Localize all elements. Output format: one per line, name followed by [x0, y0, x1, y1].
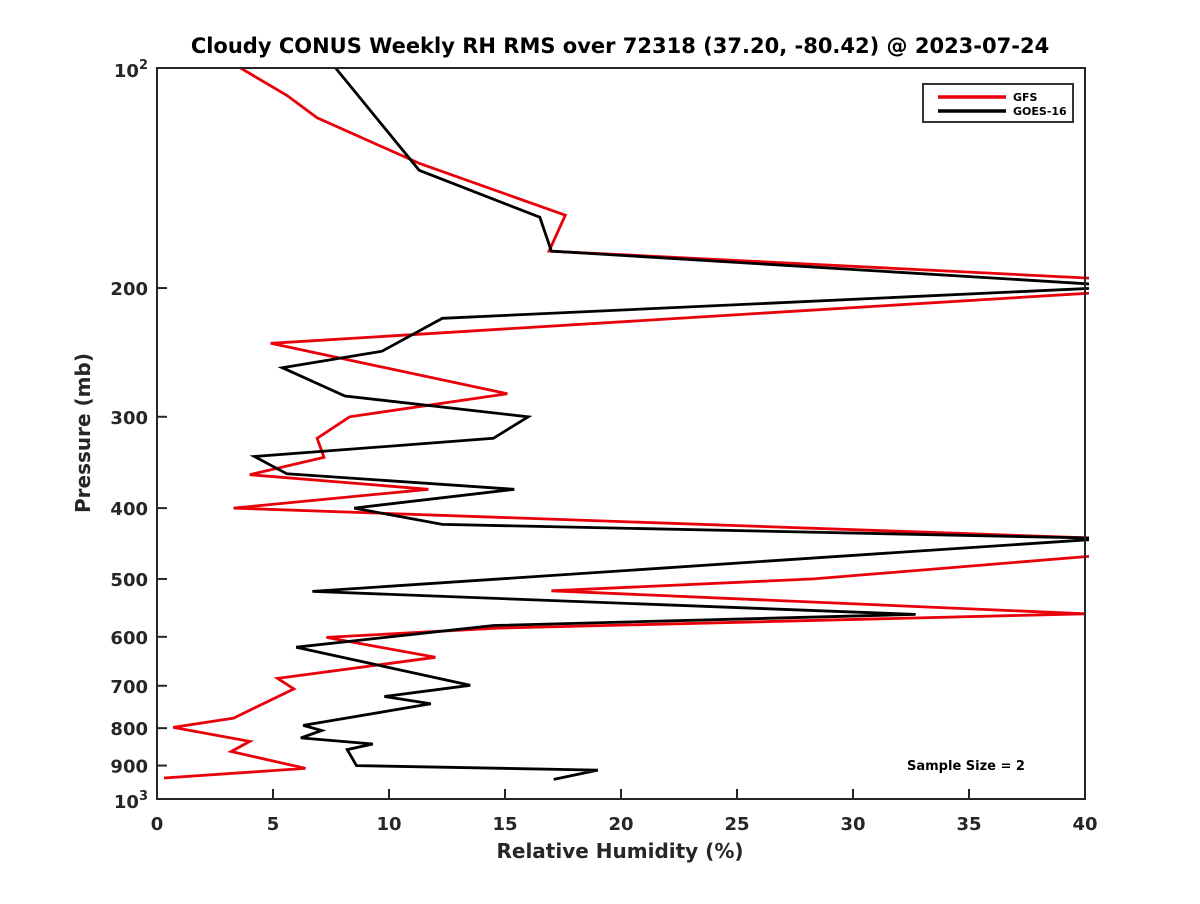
y-tick-label: 102 [114, 58, 148, 82]
y-tick-label: 900 [110, 757, 148, 778]
series-line-gfs [163, 66, 1089, 780]
x-tick-label: 40 [1072, 814, 1097, 835]
plot-spines [156, 67, 1086, 800]
legend-box [922, 83, 1074, 123]
x-tick-label: 5 [267, 814, 280, 835]
x-tick-label: 35 [956, 814, 981, 835]
x-axis-label: Relative Humidity (%) [496, 839, 743, 863]
y-tick-label: 300 [110, 408, 148, 429]
x-tick-label: 15 [492, 814, 517, 835]
x-tick-label: 30 [840, 814, 865, 835]
y-tick-label: 400 [110, 499, 148, 520]
y-tick-label: 200 [110, 279, 148, 300]
axis-ticks: 0 5 10 15 20 25 30 35 40 102 200 300 400 500 600 700 800… [110, 58, 1097, 835]
legend-label-goes16: GOES-16 [1013, 105, 1067, 118]
y-tick-label: 600 [110, 628, 148, 649]
legend: GFS GOES-16 [922, 83, 1074, 123]
x-tick-label: 10 [376, 814, 401, 835]
y-tick-label: 103 [114, 789, 148, 813]
y-axis-label: Pressure (mb) [71, 353, 95, 513]
legend-label-gfs: GFS [1013, 91, 1038, 104]
x-tick-label: 0 [151, 814, 164, 835]
y-tick-label: 700 [110, 677, 148, 698]
chart-title: Cloudy CONUS Weekly RH RMS over 72318 (3… [191, 34, 1049, 58]
x-tick-label: 20 [608, 814, 633, 835]
series-line-goes-16 [249, 67, 1089, 781]
y-tick-label: 500 [110, 570, 148, 591]
y-tick-label: 800 [110, 719, 148, 740]
sample-size-annotation: Sample Size = 2 [907, 759, 1025, 774]
data-series-lines [163, 66, 1089, 781]
x-tick-label: 25 [724, 814, 749, 835]
